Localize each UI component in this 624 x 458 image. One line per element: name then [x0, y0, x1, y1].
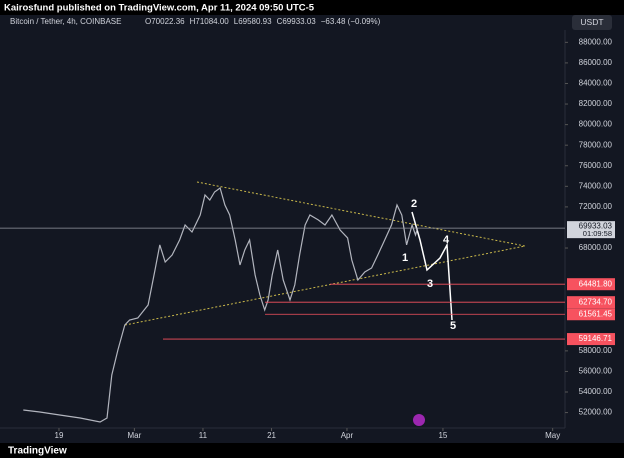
y-tick-label: 80000.00	[579, 120, 613, 129]
logo-group: TradingView	[8, 446, 67, 457]
level-box	[567, 278, 615, 291]
x-tick-label: Mar	[128, 431, 142, 440]
y-tick-label: 72000.00	[579, 202, 613, 211]
ohlc-value: L69580.93	[234, 17, 272, 26]
event-icon[interactable]	[413, 414, 425, 426]
x-tick-label: May	[545, 431, 560, 440]
x-tick-label: 11	[199, 431, 208, 440]
publisher: Kairosfund published on TradingView.com,…	[4, 3, 315, 14]
y-tick-label: 74000.00	[579, 181, 613, 190]
wave-label: 5	[450, 320, 456, 332]
level-label: 62734.70	[579, 297, 613, 306]
y-tick-label: 54000.00	[579, 387, 613, 396]
currency-button[interactable]	[572, 15, 612, 30]
y-tick-label: 56000.00	[579, 367, 613, 376]
level-label: 61561.45	[579, 309, 613, 318]
y-tick-label: 82000.00	[579, 99, 613, 108]
price-line	[23, 187, 419, 423]
countdown: 01:09:58	[583, 229, 612, 238]
currency[interactable]: USDT	[580, 17, 603, 27]
y-tick-label: 52000.00	[579, 408, 613, 417]
logo: TradingView	[8, 446, 67, 457]
ohlc-value: H71084.00	[190, 17, 230, 26]
ohlc-value: −63.48 (−0.09%)	[321, 17, 381, 26]
level-box	[567, 333, 615, 346]
ohlc-value: C69933.03	[277, 17, 317, 26]
y-tick-label: 86000.00	[579, 58, 613, 67]
ohlc-value: O70022.36	[145, 17, 185, 26]
level-label: 59146.71	[579, 334, 613, 343]
y-tick-label: 84000.00	[579, 79, 613, 88]
x-tick-label: 15	[438, 431, 447, 440]
wave-label: 3	[427, 278, 433, 290]
current-price-label: 69933.03	[579, 221, 613, 230]
y-tick-label: 88000.00	[579, 37, 613, 46]
wave-label: 2	[411, 198, 417, 210]
level-box	[567, 296, 615, 309]
y-tick-label: 68000.00	[579, 243, 613, 252]
y-tick-label: 58000.00	[579, 346, 613, 355]
header-bar	[0, 0, 624, 15]
level-box	[567, 308, 615, 321]
projection	[411, 211, 453, 321]
x-tick-label: Apr	[341, 431, 354, 440]
x-tick-label: 19	[55, 431, 64, 440]
wave-label: 4	[443, 234, 450, 246]
y-tick-label: 78000.00	[579, 140, 613, 149]
y-tick-label: 76000.00	[579, 161, 613, 170]
footer-bar	[0, 443, 624, 458]
level-label: 64481.80	[579, 279, 613, 288]
current-price-box	[567, 221, 615, 239]
wave-label: 1	[402, 252, 408, 264]
x-tick-label: 21	[267, 431, 276, 440]
symbol: Bitcoin / Tether, 4h, COINBASE	[10, 17, 121, 26]
